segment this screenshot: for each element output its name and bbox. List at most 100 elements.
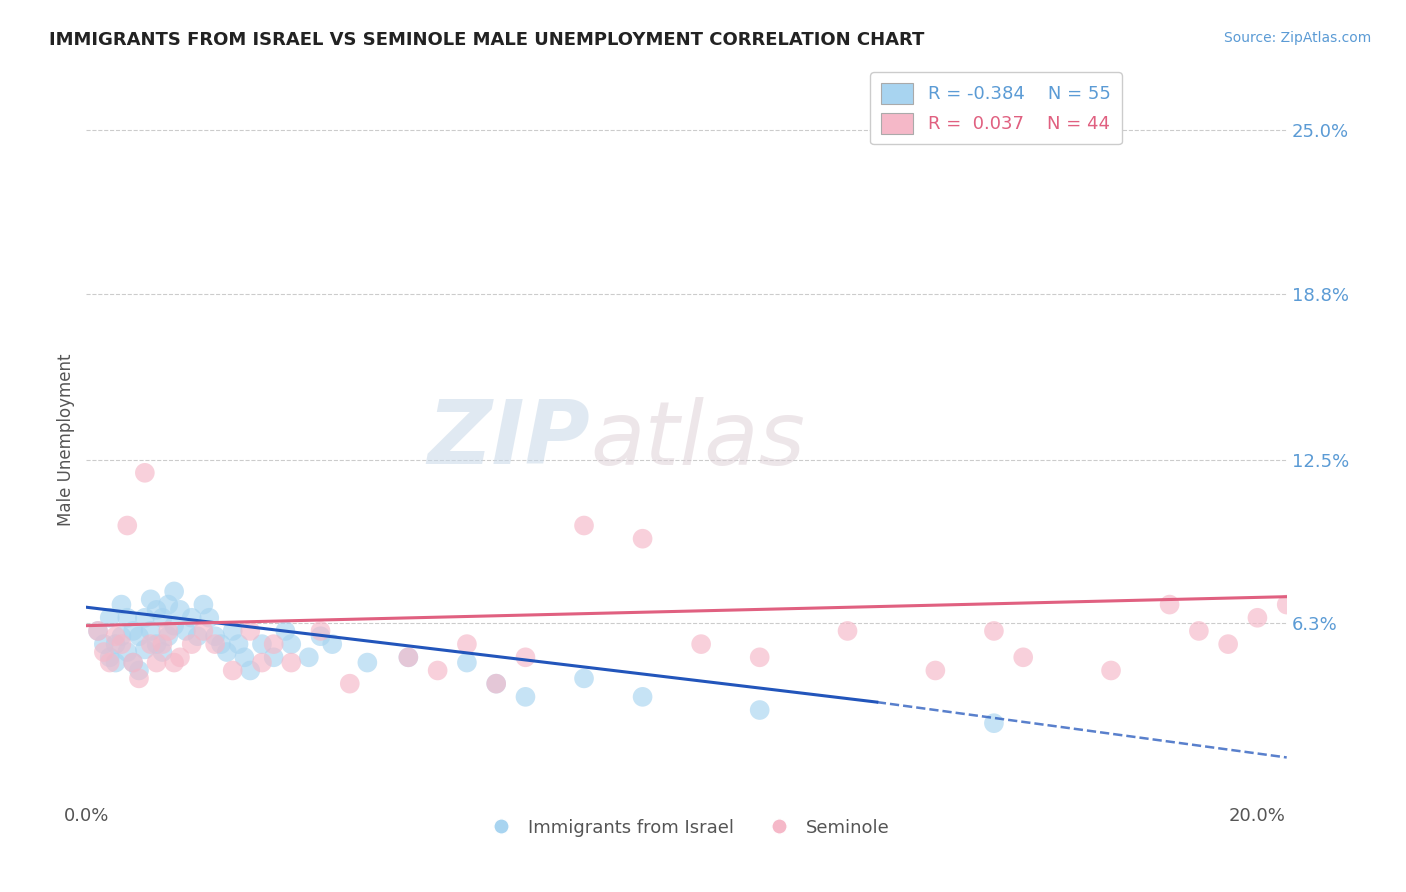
Point [139, 637, 162, 651]
Text: Source: ZipAtlas.com: Source: ZipAtlas.com [1223, 31, 1371, 45]
Point [250, 637, 273, 651]
Point [139, 624, 162, 638]
Point [233, 650, 256, 665]
Point [128, 629, 150, 643]
Point [263, 650, 285, 665]
Point [163, 656, 186, 670]
Legend: Immigrants from Israel, Seminole: Immigrants from Israel, Seminole [475, 812, 897, 844]
Point [837, 624, 859, 638]
Point [228, 637, 250, 651]
Point [239, 624, 262, 638]
Point [110, 637, 132, 651]
Point [215, 645, 238, 659]
Point [748, 650, 770, 665]
Point [152, 611, 174, 625]
Point [104, 629, 127, 643]
Point [748, 703, 770, 717]
Point [187, 629, 209, 643]
Point [250, 656, 273, 670]
Point [134, 466, 156, 480]
Point [87, 624, 110, 638]
Point [128, 672, 150, 686]
Point [180, 611, 202, 625]
Text: ZIP: ZIP [427, 396, 591, 483]
Point [157, 598, 180, 612]
Point [983, 716, 1005, 731]
Point [174, 624, 197, 638]
Y-axis label: Male Unemployment: Male Unemployment [58, 353, 75, 526]
Point [93, 645, 115, 659]
Point [1218, 637, 1240, 651]
Point [152, 645, 174, 659]
Point [134, 611, 156, 625]
Point [110, 598, 132, 612]
Point [128, 664, 150, 678]
Point [145, 637, 167, 651]
Point [139, 592, 162, 607]
Point [98, 611, 121, 625]
Point [104, 637, 127, 651]
Point [198, 611, 221, 625]
Point [204, 637, 226, 651]
Point [169, 603, 191, 617]
Point [157, 624, 180, 638]
Point [1012, 650, 1035, 665]
Point [239, 664, 262, 678]
Point [396, 650, 419, 665]
Point [572, 672, 595, 686]
Point [631, 690, 654, 704]
Text: atlas: atlas [591, 397, 806, 483]
Point [122, 624, 145, 638]
Point [456, 656, 478, 670]
Point [221, 624, 243, 638]
Point [1188, 624, 1211, 638]
Point [515, 650, 537, 665]
Point [298, 650, 321, 665]
Point [145, 656, 167, 670]
Point [93, 637, 115, 651]
Point [309, 629, 332, 643]
Point [117, 645, 139, 659]
Point [110, 629, 132, 643]
Point [631, 532, 654, 546]
Point [1246, 611, 1268, 625]
Point [263, 637, 285, 651]
Point [209, 637, 232, 651]
Point [163, 584, 186, 599]
Point [193, 624, 215, 638]
Point [98, 656, 121, 670]
Point [321, 637, 343, 651]
Point [157, 629, 180, 643]
Point [1159, 598, 1181, 612]
Point [515, 690, 537, 704]
Point [180, 637, 202, 651]
Point [87, 624, 110, 638]
Point [356, 656, 378, 670]
Point [572, 518, 595, 533]
Point [98, 650, 121, 665]
Point [690, 637, 713, 651]
Point [274, 624, 297, 638]
Point [339, 676, 361, 690]
Point [104, 656, 127, 670]
Text: IMMIGRANTS FROM ISRAEL VS SEMINOLE MALE UNEMPLOYMENT CORRELATION CHART: IMMIGRANTS FROM ISRAEL VS SEMINOLE MALE … [49, 31, 925, 49]
Point [193, 598, 215, 612]
Point [983, 624, 1005, 638]
Point [426, 664, 449, 678]
Point [396, 650, 419, 665]
Point [1275, 598, 1298, 612]
Point [1099, 664, 1122, 678]
Point [221, 664, 243, 678]
Point [169, 650, 191, 665]
Point [122, 656, 145, 670]
Point [117, 518, 139, 533]
Point [122, 656, 145, 670]
Point [924, 664, 946, 678]
Point [485, 676, 508, 690]
Point [204, 629, 226, 643]
Point [456, 637, 478, 651]
Point [309, 624, 332, 638]
Point [163, 618, 186, 632]
Point [280, 656, 302, 670]
Point [134, 642, 156, 657]
